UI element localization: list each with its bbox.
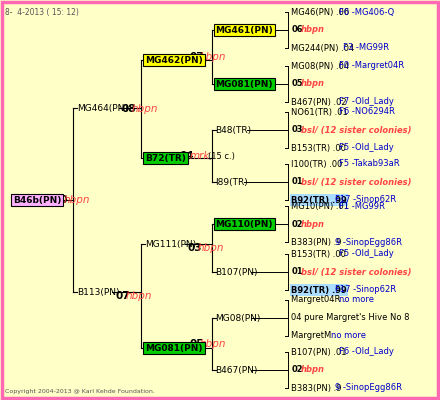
Text: F1 -MG99R: F1 -MG99R (339, 202, 385, 210)
Text: 02: 02 (291, 220, 303, 228)
Text: MG081(PN): MG081(PN) (145, 344, 203, 352)
Text: NO61(TR) .01: NO61(TR) .01 (291, 108, 348, 116)
Text: MG08(PN) .04: MG08(PN) .04 (291, 62, 349, 70)
Text: MG111(PN): MG111(PN) (145, 240, 196, 248)
Text: F5 -Old_Lady: F5 -Old_Lady (339, 144, 393, 152)
Text: 9 -SinopEgg86R: 9 -SinopEgg86R (335, 384, 402, 392)
Text: (15 c.): (15 c.) (208, 152, 235, 160)
Text: MG462(PN): MG462(PN) (145, 56, 203, 64)
Text: hbpn: hbpn (301, 80, 325, 88)
Text: F0 -MG406-Q: F0 -MG406-Q (339, 8, 394, 16)
Text: hbpn: hbpn (64, 195, 90, 205)
Text: MargretM .: MargretM . (291, 332, 337, 340)
Text: I100(TR) .00: I100(TR) .00 (291, 160, 343, 168)
Text: F17 -Sinop62R: F17 -Sinop62R (335, 286, 396, 294)
Text: hbpn: hbpn (200, 52, 227, 62)
Text: F6 -NO6294R: F6 -NO6294R (339, 108, 395, 116)
Text: B48(TR): B48(TR) (216, 126, 252, 134)
Text: hbpn: hbpn (200, 339, 227, 349)
Text: 07: 07 (115, 291, 130, 301)
Text: 9 -SinopEgg86R: 9 -SinopEgg86R (335, 238, 402, 246)
Text: I89(TR): I89(TR) (216, 178, 248, 186)
Text: Margret04R .: Margret04R . (291, 296, 346, 304)
Text: F6 -Old_Lady: F6 -Old_Lady (339, 348, 394, 356)
Text: hbpn: hbpn (301, 26, 325, 34)
Text: F0 -Margret04R: F0 -Margret04R (339, 62, 404, 70)
Text: hbpn: hbpn (301, 366, 325, 374)
Text: no more: no more (331, 332, 366, 340)
Text: 06: 06 (291, 26, 303, 34)
Text: F17 -Sinop62R: F17 -Sinop62R (335, 196, 396, 204)
Text: 10: 10 (54, 195, 68, 205)
Text: B467(PN) .02: B467(PN) .02 (291, 98, 347, 106)
Text: F5 -Old_Lady: F5 -Old_Lady (339, 250, 393, 258)
Text: B383(PN) .9: B383(PN) .9 (291, 238, 342, 246)
Text: B467(PN): B467(PN) (216, 366, 258, 374)
Text: F7 -Old_Lady: F7 -Old_Lady (339, 98, 394, 106)
Text: B107(PN): B107(PN) (216, 268, 258, 276)
Text: 02: 02 (291, 366, 303, 374)
Text: B383(PN) .9: B383(PN) .9 (291, 384, 342, 392)
Text: B46b(PN): B46b(PN) (13, 196, 62, 204)
Text: mrk: mrk (190, 151, 210, 161)
Text: 04: 04 (180, 151, 194, 161)
Text: bsl/ (12 sister colonies): bsl/ (12 sister colonies) (301, 126, 411, 134)
Text: bsl/ (12 sister colonies): bsl/ (12 sister colonies) (301, 268, 411, 276)
Text: B92(TR) .99: B92(TR) .99 (291, 196, 347, 204)
Text: MG10(PN) .01: MG10(PN) .01 (291, 202, 349, 210)
Text: 03: 03 (291, 126, 303, 134)
Text: 04 pure Margret's Hive No 8: 04 pure Margret's Hive No 8 (291, 314, 410, 322)
Text: hbpn: hbpn (132, 104, 158, 114)
Text: B153(TR) .00: B153(TR) .00 (291, 144, 346, 152)
Text: B153(TR) .00: B153(TR) .00 (291, 250, 346, 258)
Text: 07: 07 (190, 52, 205, 62)
Text: hbpn: hbpn (301, 220, 325, 228)
Text: MG244(PN) .04: MG244(PN) .04 (291, 44, 355, 52)
Text: Copyright 2004-2013 @ Karl Kehde Foundation.: Copyright 2004-2013 @ Karl Kehde Foundat… (5, 389, 155, 394)
Text: MG461(PN): MG461(PN) (216, 26, 273, 34)
Text: hbpn: hbpn (198, 243, 224, 253)
Text: F3 -MG99R: F3 -MG99R (343, 44, 389, 52)
Text: no more: no more (339, 296, 374, 304)
Text: MG464(PN): MG464(PN) (77, 104, 128, 112)
Text: MG08(PN): MG08(PN) (216, 314, 261, 322)
Text: 01: 01 (291, 178, 303, 186)
Text: B92(TR) .99: B92(TR) .99 (291, 286, 347, 294)
Text: F5 -Takab93aR: F5 -Takab93aR (339, 160, 400, 168)
Text: bsl/ (12 sister colonies): bsl/ (12 sister colonies) (301, 178, 411, 186)
Text: 05: 05 (190, 339, 205, 349)
Text: MG081(PN): MG081(PN) (216, 80, 273, 88)
Text: 8-  4-2013 ( 15: 12): 8- 4-2013 ( 15: 12) (5, 8, 79, 17)
Text: hbpn: hbpn (125, 291, 152, 301)
Text: B72(TR): B72(TR) (145, 154, 186, 162)
Text: 03: 03 (188, 243, 202, 253)
Text: B107(PN) .01: B107(PN) .01 (291, 348, 347, 356)
Text: 08: 08 (122, 104, 136, 114)
Text: MG46(PN) .06: MG46(PN) .06 (291, 8, 349, 16)
Text: MG110(PN): MG110(PN) (216, 220, 273, 228)
Text: 01: 01 (291, 268, 303, 276)
Text: B113(PN): B113(PN) (77, 288, 120, 296)
Text: 05: 05 (291, 80, 303, 88)
